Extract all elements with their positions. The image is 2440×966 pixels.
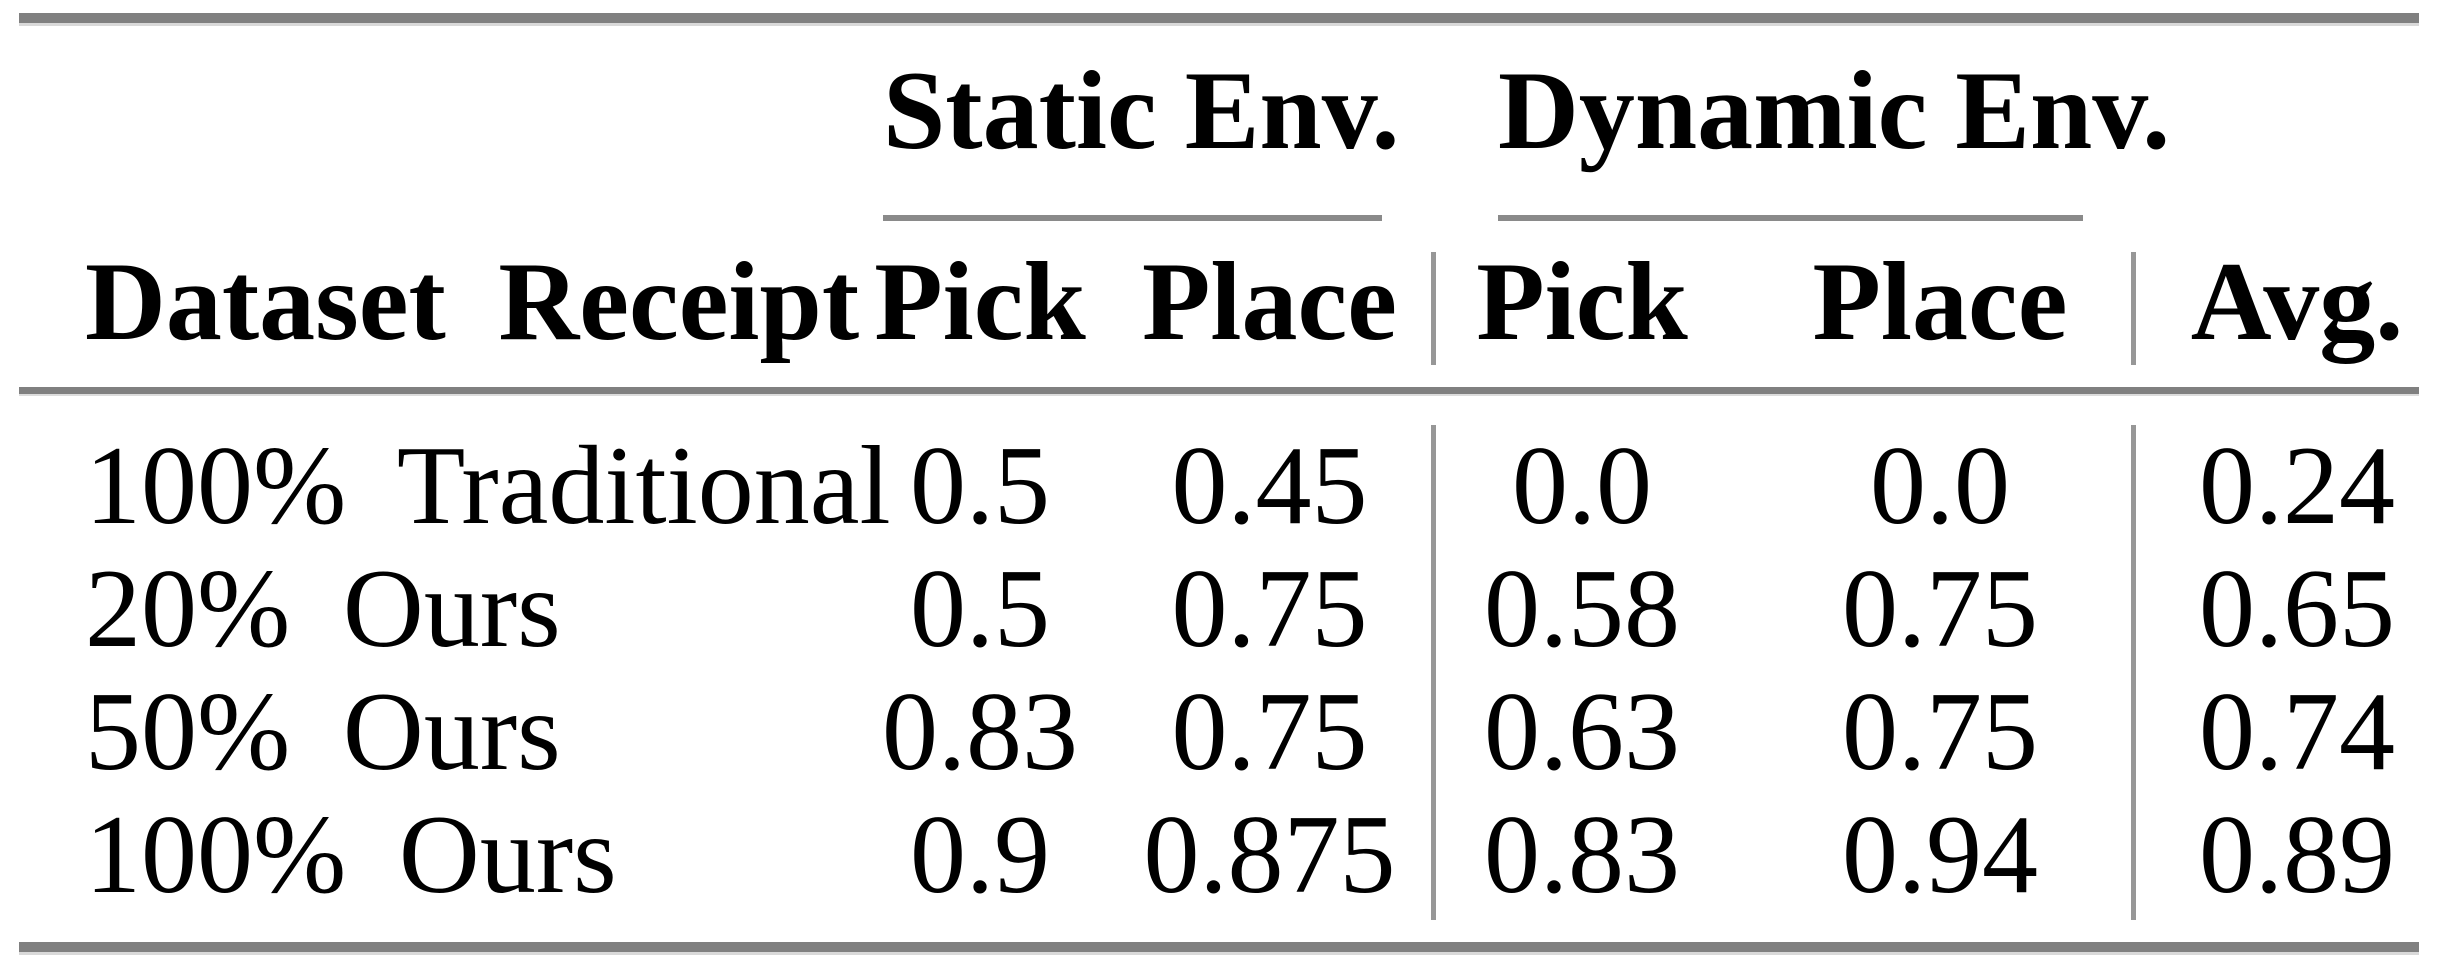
cell-avg: 0.65 [2199,547,2395,671]
cell-dynamic-pick: 0.83 [1484,793,1680,917]
static-group-underline [883,215,1382,221]
group-header-static-env: Static Env. [883,49,1400,173]
cell-avg: 0.74 [2199,670,2395,794]
cell-dynamic-pick: 0.0 [1512,424,1652,548]
row-label: 100% Traditional [85,424,891,548]
top-rule [19,13,2419,23]
vertical-rule-avg-body [2131,425,2136,920]
cell-static-pick: 0.5 [910,424,1050,548]
cell-static-place: 0.45 [1171,424,1368,548]
cell-dynamic-place: 0.75 [1842,547,2038,671]
cell-static-pick: 0.9 [910,793,1050,917]
vertical-rule-avg-header [2131,252,2136,365]
vertical-rule-static-dynamic-body [1431,425,1436,920]
column-header-dynamic-pick: Pick [1476,240,1688,364]
column-header-dynamic-place: Place [1812,240,2068,364]
group-header-dynamic-env: Dynamic Env. [1498,49,2171,173]
dynamic-group-underline [1498,215,2083,221]
cell-static-place: 0.875 [1143,793,1396,917]
cell-dynamic-pick: 0.63 [1484,670,1680,794]
cell-static-place: 0.75 [1171,547,1368,671]
cell-avg: 0.89 [2199,793,2395,917]
cell-dynamic-pick: 0.58 [1484,547,1680,671]
cell-dynamic-place: 0.0 [1870,424,2010,548]
column-header-dataset-receipt: Dataset Receipt [85,240,860,364]
row-label: 50% Ours [85,670,561,794]
column-header-static-pick: Pick [874,240,1086,364]
cell-static-place: 0.75 [1171,670,1368,794]
column-header-static-place: Place [1142,240,1397,364]
vertical-rule-static-dynamic-header [1431,252,1436,365]
row-label: 20% Ours [85,547,561,671]
cell-dynamic-place: 0.94 [1842,793,2038,917]
row-label: 100% Ours [85,793,617,917]
cell-dynamic-place: 0.75 [1842,670,2038,794]
bottom-rule [19,942,2419,952]
cell-static-pick: 0.5 [910,547,1050,671]
column-header-avg: Avg. [2190,240,2404,364]
cell-avg: 0.24 [2199,424,2395,548]
header-midrule [19,387,2419,394]
cell-static-pick: 0.83 [882,670,1078,794]
